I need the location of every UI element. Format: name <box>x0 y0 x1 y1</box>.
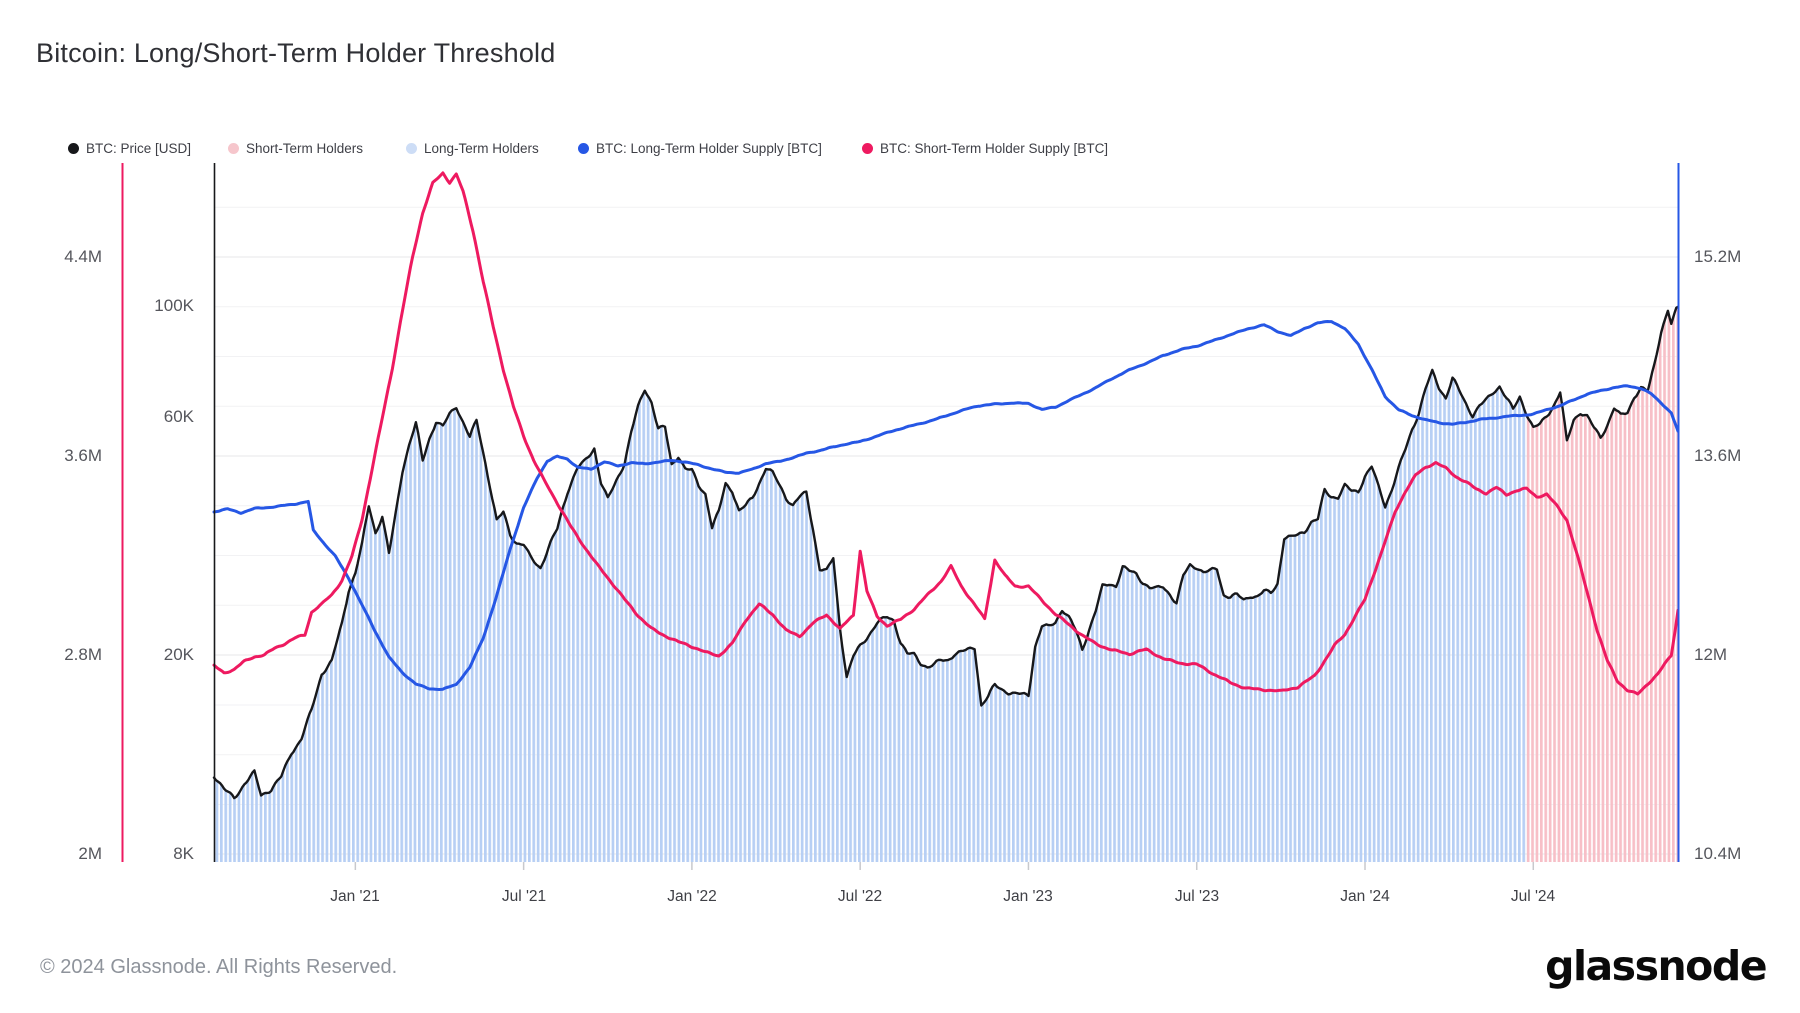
legend-item-long-term-holders[interactable]: Long-Term Holders <box>406 141 539 156</box>
sth-axis-tick: 2.8M <box>64 645 102 664</box>
legend-item-short-term-holders[interactable]: Short-Term Holders <box>228 141 363 156</box>
price-axis-tick: 100K <box>154 296 194 315</box>
x-axis-tick: Jan '24 <box>1340 888 1390 905</box>
lth-axis-tick: 13.6M <box>1694 446 1742 465</box>
legend-label: Long-Term Holders <box>424 141 539 156</box>
lth-axis-tick: 15.2M <box>1694 247 1742 266</box>
legend-label: Short-Term Holders <box>246 141 364 156</box>
sth-axis-tick: 3.6M <box>64 446 102 465</box>
legend-item-sth-supply[interactable]: BTC: Short-Term Holder Supply [BTC] <box>862 141 1108 156</box>
legend-item-lth-supply[interactable]: BTC: Long-Term Holder Supply [BTC] <box>578 141 822 156</box>
copyright-text: © 2024 Glassnode. All Rights Reserved. <box>40 956 398 978</box>
legend-label: BTC: Short-Term Holder Supply [BTC] <box>880 141 1109 156</box>
x-axis-tick: Jul '23 <box>1174 888 1220 905</box>
x-axis-tick: Jan '22 <box>667 888 717 905</box>
sth-axis-tick: 2M <box>78 844 102 863</box>
legend-item-price[interactable]: BTC: Price [USD] <box>68 141 191 156</box>
lth-axis-tick: 10.4M <box>1694 844 1742 863</box>
long-term-holders-legend-dot-icon <box>406 143 417 154</box>
lth-supply-legend-dot-icon <box>578 143 589 154</box>
lth-axis-tick: 12M <box>1694 645 1728 664</box>
short-term-holders-legend-dot-icon <box>228 143 239 154</box>
price-axis-tick: 20K <box>163 645 194 664</box>
x-axis-tick: Jan '21 <box>330 888 380 905</box>
legend-label: BTC: Price [USD] <box>86 141 192 156</box>
sth-axis-tick: 4.4M <box>64 247 102 266</box>
x-axis-tick: Jul '22 <box>837 888 883 905</box>
legend-label: BTC: Long-Term Holder Supply [BTC] <box>596 141 822 156</box>
x-axis-tick: Jul '24 <box>1510 888 1556 905</box>
price-legend-dot-icon <box>68 143 79 154</box>
x-axis-tick: Jul '21 <box>501 888 547 905</box>
price-axis-tick: 60K <box>163 407 194 426</box>
page-title: Bitcoin: Long/Short-Term Holder Threshol… <box>36 38 556 68</box>
sth-supply-legend-dot-icon <box>862 143 873 154</box>
glassnode-logo: glassnode <box>1545 942 1767 990</box>
price-axis-tick: 8K <box>173 844 194 863</box>
x-axis-tick: Jan '23 <box>1003 888 1053 905</box>
